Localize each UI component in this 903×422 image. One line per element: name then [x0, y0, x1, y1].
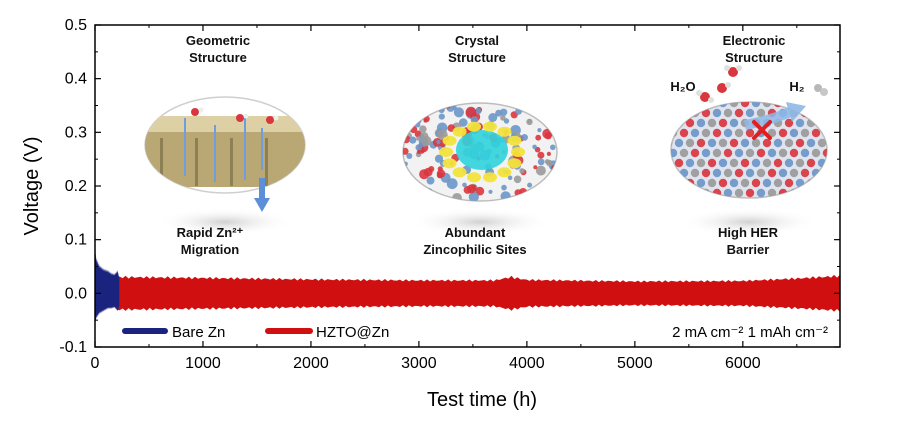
- legend-label-bare-zn: Bare Zn: [172, 324, 225, 341]
- inset-geometric-shadow: [155, 208, 295, 236]
- inset-electronic-title-1: Electronic: [723, 33, 786, 48]
- inset-geometric-caption-2: Migration: [181, 242, 240, 257]
- block-cross-icon: [752, 120, 772, 140]
- h2o-label: H₂O: [670, 79, 695, 94]
- inset-electronic-caption-2: Barrier: [727, 242, 770, 257]
- inset-electronic-title-2: Structure: [725, 50, 783, 65]
- x-tick-label: 4000: [509, 355, 545, 372]
- inset-crystal-title-1: Crystal: [455, 33, 499, 48]
- series-bare-zn-trace: [95, 245, 120, 326]
- x-tick-label: 2000: [293, 355, 329, 372]
- inset-geometric-caption-1: Rapid Zn²⁺: [177, 225, 244, 240]
- legend-label-hzto-zn: HZTO@Zn: [316, 324, 389, 341]
- y-tick-label: 0.1: [65, 232, 87, 249]
- x-axis: 0 1000 2000 3000 4000 5000 6000: [91, 25, 798, 372]
- inset-electronic-shadow: [679, 208, 819, 236]
- y-tick-label: 0.5: [65, 17, 87, 34]
- test-condition-label: 2 mA cm⁻² 1 mAh cm⁻²: [672, 324, 828, 341]
- water-molecules: [696, 65, 742, 103]
- x-tick-label: 0: [91, 355, 100, 372]
- y-tick-label: 0.4: [65, 71, 87, 88]
- x-axis-label: Test time (h): [427, 389, 537, 411]
- series-hzto-zn-trace: [116, 274, 840, 312]
- legend: Bare Zn HZTO@Zn: [122, 324, 389, 341]
- inset-geometric-title-2: Structure: [189, 50, 247, 65]
- h2-molecule: [814, 84, 828, 96]
- inset-crystal: Crystal Structure Abundant Zincophilic S…: [402, 33, 558, 257]
- inset-geometric-title-1: Geometric: [186, 33, 250, 48]
- y-tick-label: 0.3: [65, 124, 87, 141]
- inset-crystal-caption-2: Zincophilic Sites: [423, 242, 526, 257]
- desorption-arrow: [744, 107, 793, 130]
- x-tick-label: 3000: [401, 355, 437, 372]
- y-axis-label: Voltage (V): [21, 137, 43, 236]
- y-tick-label: 0.2: [65, 178, 87, 195]
- inset-geometric-illustration: [145, 107, 305, 187]
- inset-crystal-shadow: [408, 208, 552, 236]
- y-tick-label: -0.1: [59, 339, 87, 356]
- inset-electronic: Electronic Structure H₂O H₂ High HER Bar…: [670, 33, 828, 257]
- y-tick-label: 0.0: [65, 285, 87, 302]
- y-axis: -0.1 0.0 0.1 0.2 0.3 0.4 0.5: [59, 17, 840, 356]
- inset-crystal-caption-1: Abundant: [445, 225, 506, 240]
- inset-crystal-title-2: Structure: [448, 50, 506, 65]
- x-tick-label: 5000: [617, 355, 653, 372]
- x-tick-label: 1000: [185, 355, 221, 372]
- series-layer: [95, 245, 840, 326]
- h2-label: H₂: [789, 79, 804, 94]
- inset-electronic-caption-1: High HER: [718, 225, 779, 240]
- inset-geometric: Geometric Structure Rapid Zn²⁺ Migratio: [144, 33, 306, 257]
- x-tick-label: 6000: [725, 355, 761, 372]
